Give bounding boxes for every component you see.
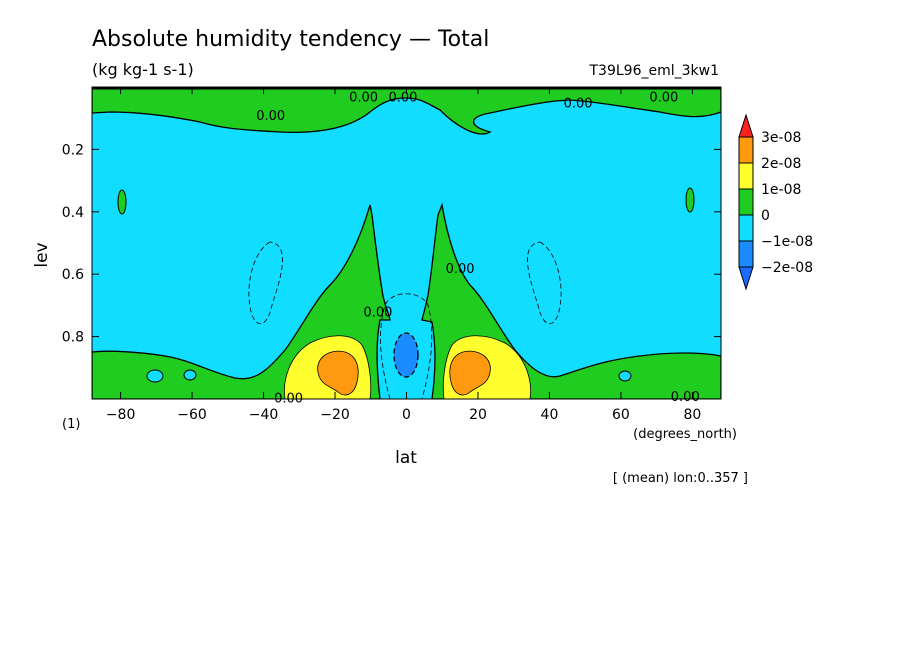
colorbar-label: −1e-08 [761, 234, 813, 250]
mean-note: [ (mean) lon:0..357 ] [613, 471, 748, 486]
contour-fill-upper-positive [92, 87, 721, 135]
contour-label: 0.00 [274, 391, 303, 406]
contour-label: 0.00 [349, 90, 378, 105]
contour-label: 0.00 [671, 390, 700, 405]
small-negative-island [183, 369, 197, 381]
small-positive-feature [685, 187, 695, 213]
contour-line-negative-equator [380, 293, 433, 399]
experiment-label: T39L96_eml_3kw1 [589, 63, 720, 79]
axes: −80 −60 −40 −20 0 20 40 60 80 0.2 0.4 0.6 0.8 [62, 87, 721, 423]
y-tick-label: 0.8 [62, 330, 84, 346]
x-axis-title: lat [395, 448, 417, 468]
x-tick-label: 20 [469, 407, 487, 423]
contour-label: 0.00 [446, 262, 475, 277]
x-tick-label: −80 [106, 407, 136, 423]
colorbar-extend-max [738, 113, 754, 138]
small-negative-island [618, 370, 632, 382]
colorbar-segment [738, 240, 754, 268]
y-tick-label: 0.4 [62, 205, 84, 221]
colorbar-label: 1e-08 [761, 182, 801, 198]
colorbar-segment [738, 162, 754, 190]
contour-fill-negative-minimum [393, 332, 419, 378]
contour-label: 0.00 [649, 90, 678, 105]
colorbar-segment [738, 188, 754, 216]
colorbar: 3e-08 2e-08 1e-08 0 −1e-08 −2e-08 [738, 113, 813, 291]
x-tick-label: 0 [402, 407, 411, 423]
y-tick-label: 0.6 [62, 267, 84, 283]
colorbar-label: 2e-08 [761, 156, 801, 172]
x-axis-units: (degrees_north) [633, 427, 737, 442]
contour-label: 0.00 [564, 97, 593, 112]
colorbar-extend-min [738, 266, 754, 291]
colorbar-label: 3e-08 [761, 130, 801, 146]
y-axis-title: lev [32, 242, 52, 267]
colorbar-label: −2e-08 [761, 260, 813, 276]
contour-label: 0.00 [388, 90, 417, 105]
contour-fill-right-2e-08 [449, 350, 491, 396]
contour-line-negative-right [527, 241, 562, 325]
contour-labels: 0.00 0.00 0.00 0.00 0.00 0.00 0.00 0.00 0.00 [256, 90, 700, 406]
small-positive-feature [117, 189, 127, 215]
x-tick-label: 40 [541, 407, 559, 423]
x-tick-label: 80 [683, 407, 701, 423]
plot-area [92, 87, 721, 399]
contour-fill-left-2e-08 [317, 350, 359, 396]
contour-label: 0.00 [256, 109, 285, 124]
colorbar-label: 0 [761, 208, 770, 224]
colorbar-segment [738, 214, 754, 242]
small-negative-island [146, 369, 164, 383]
x-tick-label: −20 [320, 407, 350, 423]
x-tick-label: −60 [177, 407, 207, 423]
contour-label: 0.00 [363, 306, 392, 321]
x-tick-label: −40 [249, 407, 279, 423]
chart-units: (kg kg-1 s-1) [92, 60, 194, 79]
x-tick-label: 60 [612, 407, 630, 423]
chart-title: Absolute humidity tendency — Total [92, 27, 489, 52]
colorbar-segment [738, 136, 754, 164]
y-tick-label: 0.2 [62, 142, 84, 158]
contour-line-negative-left [248, 241, 283, 325]
y-axis-units: (1) [62, 417, 80, 432]
